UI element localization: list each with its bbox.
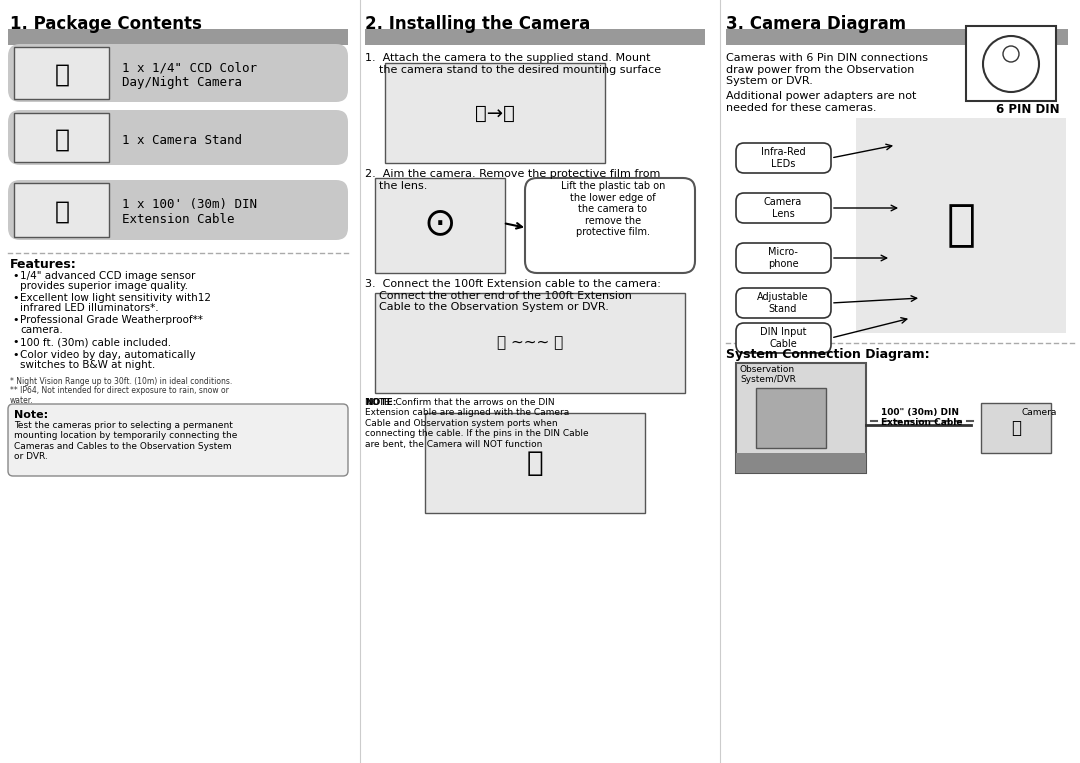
Text: 📷: 📷	[1011, 419, 1021, 437]
Text: infrared LED illuminators*.: infrared LED illuminators*.	[21, 303, 159, 313]
Bar	[426, 413, 645, 513]
Text: 1/4" advanced CCD image sensor: 1/4" advanced CCD image sensor	[21, 271, 195, 281]
Text: Cameras with 6 Pin DIN connections
draw power from the Observation
System or DVR: Cameras with 6 Pin DIN connections draw …	[726, 53, 928, 86]
Text: Camera: Camera	[1021, 408, 1056, 417]
Bar	[14, 113, 109, 162]
Bar	[365, 29, 705, 45]
Text: Color video by day, automatically: Color video by day, automatically	[21, 350, 195, 360]
Bar	[856, 118, 1066, 333]
Text: 2. Installing the Camera: 2. Installing the Camera	[365, 15, 591, 33]
Text: NOTE: Confirm that the arrows on the DIN
Extension cable are aligned with the Ca: NOTE: Confirm that the arrows on the DIN…	[365, 398, 589, 449]
Text: 🎥: 🎥	[54, 128, 69, 152]
FancyBboxPatch shape	[8, 180, 348, 240]
Text: * Night Vision Range up to 30ft. (10m) in ideal conditions.: * Night Vision Range up to 30ft. (10m) i…	[10, 377, 232, 386]
Bar	[966, 26, 1056, 101]
Text: 📷: 📷	[946, 201, 975, 249]
FancyBboxPatch shape	[735, 323, 831, 353]
Text: 1 x 1/4" CCD Color
Day/Night Camera: 1 x 1/4" CCD Color Day/Night Camera	[122, 61, 257, 89]
Bar	[375, 178, 505, 273]
Text: •: •	[12, 315, 18, 325]
FancyBboxPatch shape	[735, 143, 831, 173]
Bar	[375, 293, 685, 393]
FancyBboxPatch shape	[8, 404, 348, 476]
Text: Observation
System/DVR: Observation System/DVR	[740, 365, 796, 385]
Text: 📷 ~~~ 🔌: 📷 ~~~ 🔌	[497, 336, 563, 350]
Text: 🔌: 🔌	[54, 200, 69, 224]
FancyBboxPatch shape	[525, 178, 696, 273]
Bar	[14, 183, 109, 237]
Text: Additional power adapters are not
needed for these cameras.: Additional power adapters are not needed…	[726, 91, 916, 113]
Text: System Connection Diagram:: System Connection Diagram:	[726, 348, 930, 361]
Text: 📷: 📷	[54, 63, 69, 87]
Text: •: •	[12, 293, 18, 303]
Text: ** IP64, Not intended for direct exposure to rain, snow or
water.: ** IP64, Not intended for direct exposur…	[10, 386, 229, 405]
Bar	[756, 388, 826, 448]
Text: Features:: Features:	[10, 258, 77, 271]
Text: 🔌: 🔌	[527, 449, 543, 477]
Text: 100" (30m) DIN
Extension Cable: 100" (30m) DIN Extension Cable	[881, 408, 962, 427]
Text: Micro-
phone: Micro- phone	[768, 247, 798, 269]
FancyBboxPatch shape	[8, 44, 348, 102]
Text: 1. Package Contents: 1. Package Contents	[10, 15, 202, 33]
Bar	[735, 453, 866, 473]
FancyBboxPatch shape	[735, 243, 831, 273]
Bar	[384, 63, 605, 163]
Text: 100 ft. (30m) cable included.: 100 ft. (30m) cable included.	[21, 337, 171, 347]
Text: Lift the plastic tab on
the lower edge of
the camera to
remove the
protective fi: Lift the plastic tab on the lower edge o…	[561, 181, 665, 237]
Text: DIN Input
Cable: DIN Input Cable	[759, 327, 807, 349]
Text: 3.  Connect the 100ft Extension cable to the camera:
    Connect the other end o: 3. Connect the 100ft Extension cable to …	[365, 279, 661, 312]
Bar	[726, 29, 1068, 45]
Text: switches to B&W at night.: switches to B&W at night.	[21, 360, 156, 370]
Text: 3. Camera Diagram: 3. Camera Diagram	[726, 15, 906, 33]
Text: Infra-Red
LEDs: Infra-Red LEDs	[760, 147, 806, 169]
FancyBboxPatch shape	[8, 110, 348, 165]
Text: 1 x 100' (30m) DIN
Extension Cable: 1 x 100' (30m) DIN Extension Cable	[122, 198, 257, 226]
Text: •: •	[12, 337, 18, 347]
Text: camera.: camera.	[21, 325, 63, 335]
Text: 6 PIN DIN: 6 PIN DIN	[996, 103, 1059, 116]
Text: •: •	[12, 350, 18, 360]
Text: Excellent low light sensitivity with12: Excellent low light sensitivity with12	[21, 293, 211, 303]
Bar	[8, 29, 348, 45]
Text: 1.  Attach the camera to the supplied stand. Mount
    the camera stand to the d: 1. Attach the camera to the supplied sta…	[365, 53, 661, 75]
Text: 📷→🎥: 📷→🎥	[475, 104, 515, 123]
Text: ⊙: ⊙	[423, 204, 457, 242]
FancyBboxPatch shape	[735, 288, 831, 318]
Text: 2.  Aim the camera. Remove the protective film from
    the lens.: 2. Aim the camera. Remove the protective…	[365, 169, 660, 191]
FancyBboxPatch shape	[735, 193, 831, 223]
Text: Test the cameras prior to selecting a permanent
mounting location by temporarily: Test the cameras prior to selecting a pe…	[14, 421, 238, 461]
Bar	[981, 403, 1051, 453]
Text: Camera
Lens: Camera Lens	[764, 197, 802, 219]
Text: Professional Grade Weatherproof**: Professional Grade Weatherproof**	[21, 315, 203, 325]
Text: 1 x Camera Stand: 1 x Camera Stand	[122, 134, 242, 146]
Bar	[735, 363, 866, 473]
Text: NOTE:: NOTE:	[365, 398, 396, 407]
Text: provides superior image quality.: provides superior image quality.	[21, 281, 188, 291]
Text: •: •	[12, 271, 18, 281]
Bar	[14, 47, 109, 99]
Text: Note:: Note:	[14, 410, 49, 420]
Text: Adjustable
Stand: Adjustable Stand	[757, 292, 809, 314]
